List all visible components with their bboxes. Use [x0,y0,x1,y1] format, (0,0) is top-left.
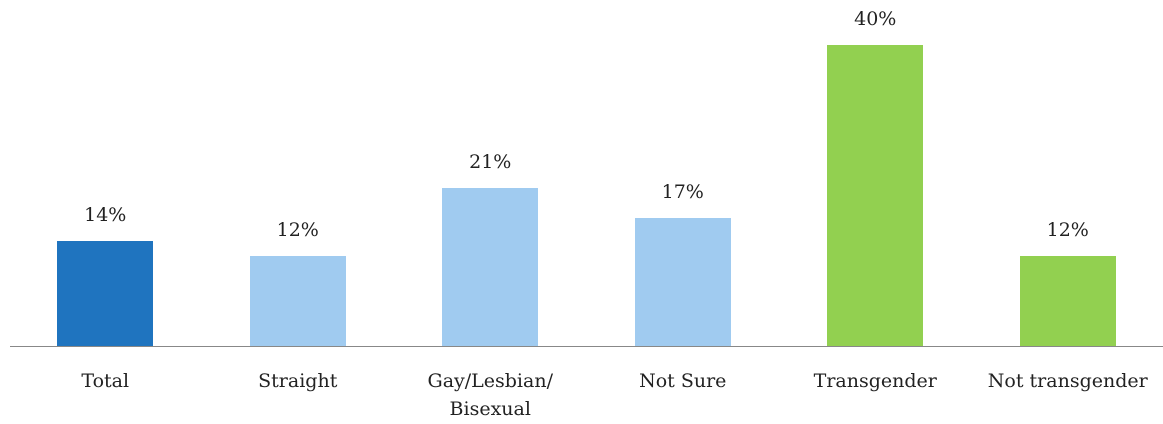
bar [249,255,346,346]
bar [442,187,539,346]
bar [827,45,924,346]
x-tick-label: Straight [258,370,338,392]
x-tick-label: Transgender [813,370,937,392]
data-label: 40% [854,8,897,30]
data-label: 17% [661,181,704,204]
x-tick-label: Not Sure [639,370,727,392]
data-label: 14% [84,203,127,226]
bar [634,218,731,346]
x-tick-label: Not transgender [987,370,1148,392]
bar [57,240,154,346]
x-tick-label: Total [81,370,130,392]
x-axis-line [10,346,1163,347]
data-label: 12% [1046,218,1089,241]
data-label: 21% [469,150,512,173]
x-tick-label: Gay/Lesbian/ Bisexual [427,370,553,420]
bar [1019,255,1116,346]
data-label: 12% [276,218,319,241]
